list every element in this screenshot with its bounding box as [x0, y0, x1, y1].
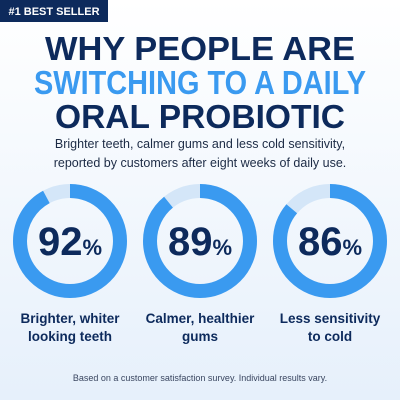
- stat-number: 86: [298, 220, 343, 264]
- stat-label: Less sensitivity: [280, 311, 381, 326]
- headline-line: SWITCHING TO A DAILY: [34, 64, 366, 101]
- stat-value: 89%: [168, 220, 232, 264]
- stat-label: Calmer, healthier: [146, 311, 256, 326]
- stat-unit: %: [342, 235, 362, 260]
- stat-label: gums: [182, 329, 218, 344]
- subtitle-line: Brighter teeth, calmer gums and less col…: [55, 137, 345, 151]
- stat-label: to cold: [308, 329, 352, 344]
- ring-progress: [13, 184, 127, 298]
- stat-value: 86%: [298, 220, 362, 264]
- stat-unit: %: [212, 235, 232, 260]
- stat-number: 89: [168, 220, 213, 264]
- ring-progress: [143, 184, 257, 298]
- stat-unit: %: [82, 235, 102, 260]
- badge-box: [0, 0, 108, 22]
- subtitle-line: reported by customers after eight weeks …: [54, 156, 347, 170]
- headline-line: WHY PEOPLE ARE: [45, 30, 355, 67]
- stat-label: Brighter, whiter: [20, 311, 120, 326]
- footnote: Based on a customer satisfaction survey.…: [73, 373, 327, 383]
- stat-label: looking teeth: [28, 329, 112, 344]
- stat-number: 92: [38, 220, 83, 264]
- ring-progress: [273, 184, 387, 298]
- headline-line: ORAL PROBIOTIC: [55, 98, 345, 135]
- badge: #1 BEST SELLER: [8, 6, 99, 18]
- stat-value: 92%: [38, 220, 102, 264]
